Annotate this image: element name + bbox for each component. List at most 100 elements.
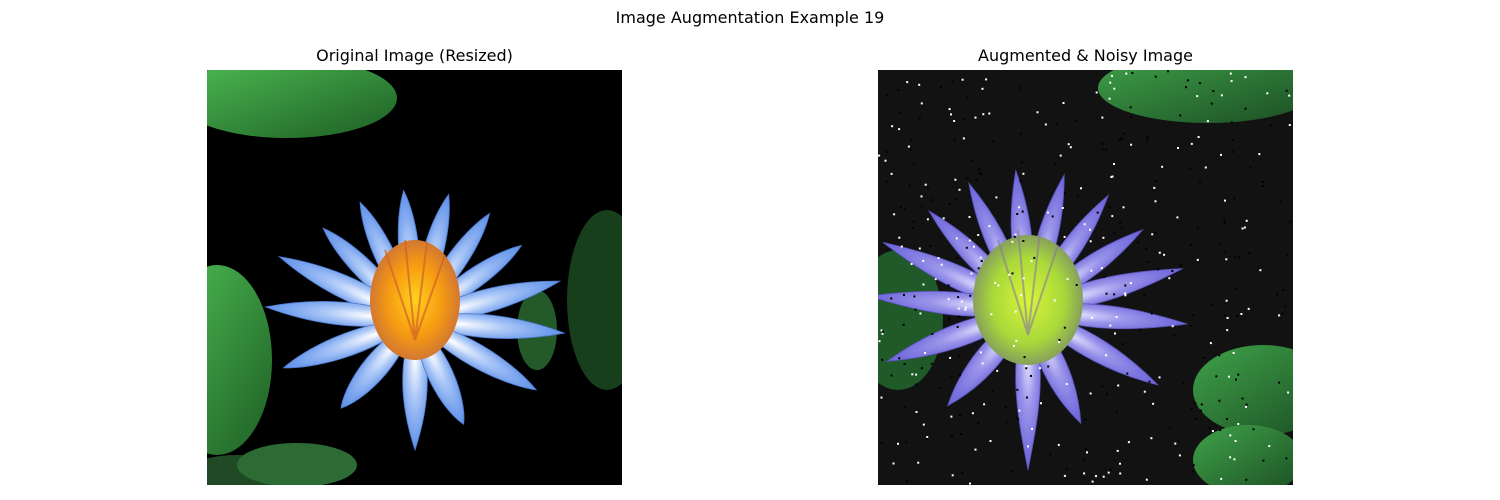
original-image bbox=[207, 70, 622, 485]
noise-dot bbox=[996, 369, 999, 372]
noise-dot bbox=[1100, 267, 1103, 270]
noise-dot bbox=[1240, 313, 1243, 315]
noise-dot bbox=[880, 329, 883, 332]
noise-dot bbox=[1241, 227, 1244, 230]
noise-dot bbox=[891, 125, 894, 128]
noise-dot bbox=[988, 112, 991, 115]
noise-dot bbox=[1248, 252, 1251, 255]
noise-dot bbox=[948, 108, 951, 111]
noise-dot bbox=[962, 137, 965, 140]
noise-dot bbox=[1089, 240, 1092, 243]
noise-dot bbox=[1026, 396, 1028, 399]
noise-dot bbox=[1105, 292, 1108, 295]
noise-dot bbox=[892, 462, 895, 465]
noise-dot bbox=[1157, 268, 1160, 271]
noise-dot bbox=[1266, 92, 1269, 95]
noise-dot bbox=[937, 257, 940, 260]
noise-dot bbox=[1063, 474, 1066, 477]
noise-dot bbox=[1226, 329, 1229, 332]
noise-dot bbox=[1077, 194, 1079, 197]
noise-dot bbox=[1196, 258, 1199, 261]
noise-dot bbox=[1022, 240, 1025, 242]
noise-dot bbox=[1218, 243, 1221, 246]
noise-dot bbox=[1192, 464, 1195, 467]
noise-dot bbox=[1163, 253, 1166, 256]
noise-dot bbox=[922, 259, 925, 262]
noise-dot bbox=[1224, 250, 1227, 253]
noise-dot bbox=[1151, 233, 1154, 236]
noise-dot bbox=[958, 414, 961, 416]
noise-dot bbox=[1095, 91, 1098, 94]
noise-dot bbox=[920, 367, 923, 370]
noise-dot bbox=[1062, 102, 1065, 104]
noise-dot bbox=[1102, 236, 1105, 239]
noise-dot bbox=[1039, 367, 1041, 370]
noise-dot bbox=[1259, 269, 1262, 272]
noise-dot bbox=[977, 267, 980, 270]
noise-dot bbox=[1208, 427, 1211, 430]
noise-dot bbox=[940, 86, 942, 89]
noise-dot bbox=[918, 83, 921, 86]
noise-dot bbox=[1231, 150, 1234, 153]
noise-dot bbox=[1022, 172, 1025, 175]
noise-dot bbox=[971, 412, 974, 415]
noise-dot bbox=[1204, 166, 1207, 169]
noise-dot bbox=[1024, 365, 1027, 368]
noise-dot bbox=[1091, 316, 1093, 319]
noise-dot bbox=[1286, 253, 1289, 256]
noise-dot bbox=[948, 202, 951, 205]
noise-dot bbox=[955, 237, 958, 240]
noise-dot bbox=[1235, 287, 1238, 290]
noise-dot bbox=[1161, 165, 1164, 168]
noise-dot bbox=[1150, 437, 1153, 440]
noise-dot bbox=[977, 421, 979, 424]
noise-dot bbox=[915, 373, 918, 376]
noise-dot bbox=[1198, 180, 1201, 183]
noise-dot bbox=[1237, 423, 1240, 425]
noise-dot bbox=[1174, 442, 1177, 445]
noise-dot bbox=[964, 308, 967, 311]
water-lily-augmented-picture bbox=[878, 70, 1293, 485]
noise-dot bbox=[1083, 223, 1086, 226]
noise-dot bbox=[920, 195, 923, 198]
noise-dot bbox=[1012, 344, 1015, 347]
noise-dot bbox=[1040, 402, 1042, 405]
noise-dot bbox=[1119, 221, 1122, 224]
noise-dot bbox=[1152, 402, 1155, 405]
noise-dot bbox=[1091, 480, 1094, 483]
noise-dot bbox=[1110, 176, 1113, 178]
noise-dot bbox=[1281, 312, 1284, 315]
noise-dot bbox=[1245, 219, 1248, 222]
noise-dot bbox=[1194, 417, 1197, 420]
noise-dot bbox=[1021, 210, 1024, 213]
noise-dot bbox=[898, 112, 901, 115]
noise-dot bbox=[1119, 472, 1122, 475]
noise-dot bbox=[918, 247, 921, 250]
noise-dot bbox=[1089, 392, 1092, 395]
water-lily-original-picture bbox=[207, 70, 622, 485]
noise-dot bbox=[1223, 314, 1226, 317]
noise-dot bbox=[1010, 470, 1013, 473]
noise-dot bbox=[1044, 123, 1047, 126]
noise-dot bbox=[1057, 443, 1060, 446]
noise-dot bbox=[924, 183, 927, 186]
noise-dot bbox=[1262, 185, 1265, 187]
noise-dot bbox=[1200, 403, 1203, 406]
noise-dot bbox=[1194, 402, 1197, 405]
noise-dot bbox=[1108, 206, 1111, 209]
noise-dot bbox=[1115, 410, 1118, 413]
noise-dot bbox=[1153, 186, 1156, 189]
noise-dot bbox=[1014, 310, 1017, 313]
noise-dot bbox=[890, 172, 893, 175]
noise-dot bbox=[1262, 459, 1265, 462]
noise-dot bbox=[1036, 111, 1039, 114]
noise-dot bbox=[995, 196, 998, 199]
noise-dot bbox=[1107, 471, 1110, 474]
noise-dot bbox=[1252, 428, 1255, 431]
noise-dot bbox=[991, 389, 994, 392]
noise-dot bbox=[1200, 409, 1202, 412]
noise-dot bbox=[1131, 72, 1134, 74]
noise-dot bbox=[994, 281, 997, 284]
noise-dot bbox=[1089, 228, 1091, 231]
noise-dot bbox=[969, 482, 971, 485]
